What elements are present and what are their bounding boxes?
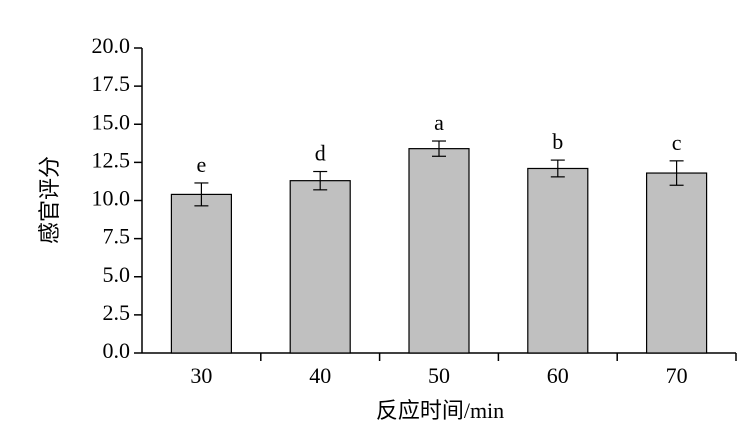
x-tick-label: 30 [190, 363, 212, 388]
error-bar [550, 159, 565, 178]
significance-label: b [552, 129, 563, 154]
significance-label: d [315, 141, 326, 166]
bar [527, 167, 589, 354]
y-tick-label: 5.0 [103, 262, 131, 287]
y-tick-label: 20.0 [92, 33, 131, 58]
significance-label: a [434, 110, 444, 135]
y-tick-label: 7.5 [103, 224, 131, 249]
y-tick-label: 2.5 [103, 300, 131, 325]
bar [408, 148, 470, 354]
error-bar [313, 170, 328, 191]
y-tick-label: 17.5 [92, 71, 131, 96]
significance-label: c [672, 130, 682, 155]
error-bar [669, 160, 684, 186]
y-axis-title: 感官评分 [37, 156, 62, 244]
y-tick-label: 0.0 [103, 338, 131, 363]
error-bar [194, 182, 209, 207]
x-tick-label: 70 [666, 363, 688, 388]
bar [289, 180, 351, 354]
y-tick-label: 15.0 [92, 109, 131, 134]
error-bar [432, 140, 446, 157]
x-tick-label: 50 [428, 363, 450, 388]
significance-label: e [197, 152, 207, 177]
bar [645, 172, 708, 354]
y-tick-label: 10.0 [92, 186, 131, 211]
y-tick-label: 12.5 [92, 147, 131, 172]
x-tick-label: 60 [547, 363, 569, 388]
x-tick-label: 40 [309, 363, 331, 388]
x-axis-title: 反应时间/min [376, 398, 504, 423]
bar [170, 193, 232, 354]
